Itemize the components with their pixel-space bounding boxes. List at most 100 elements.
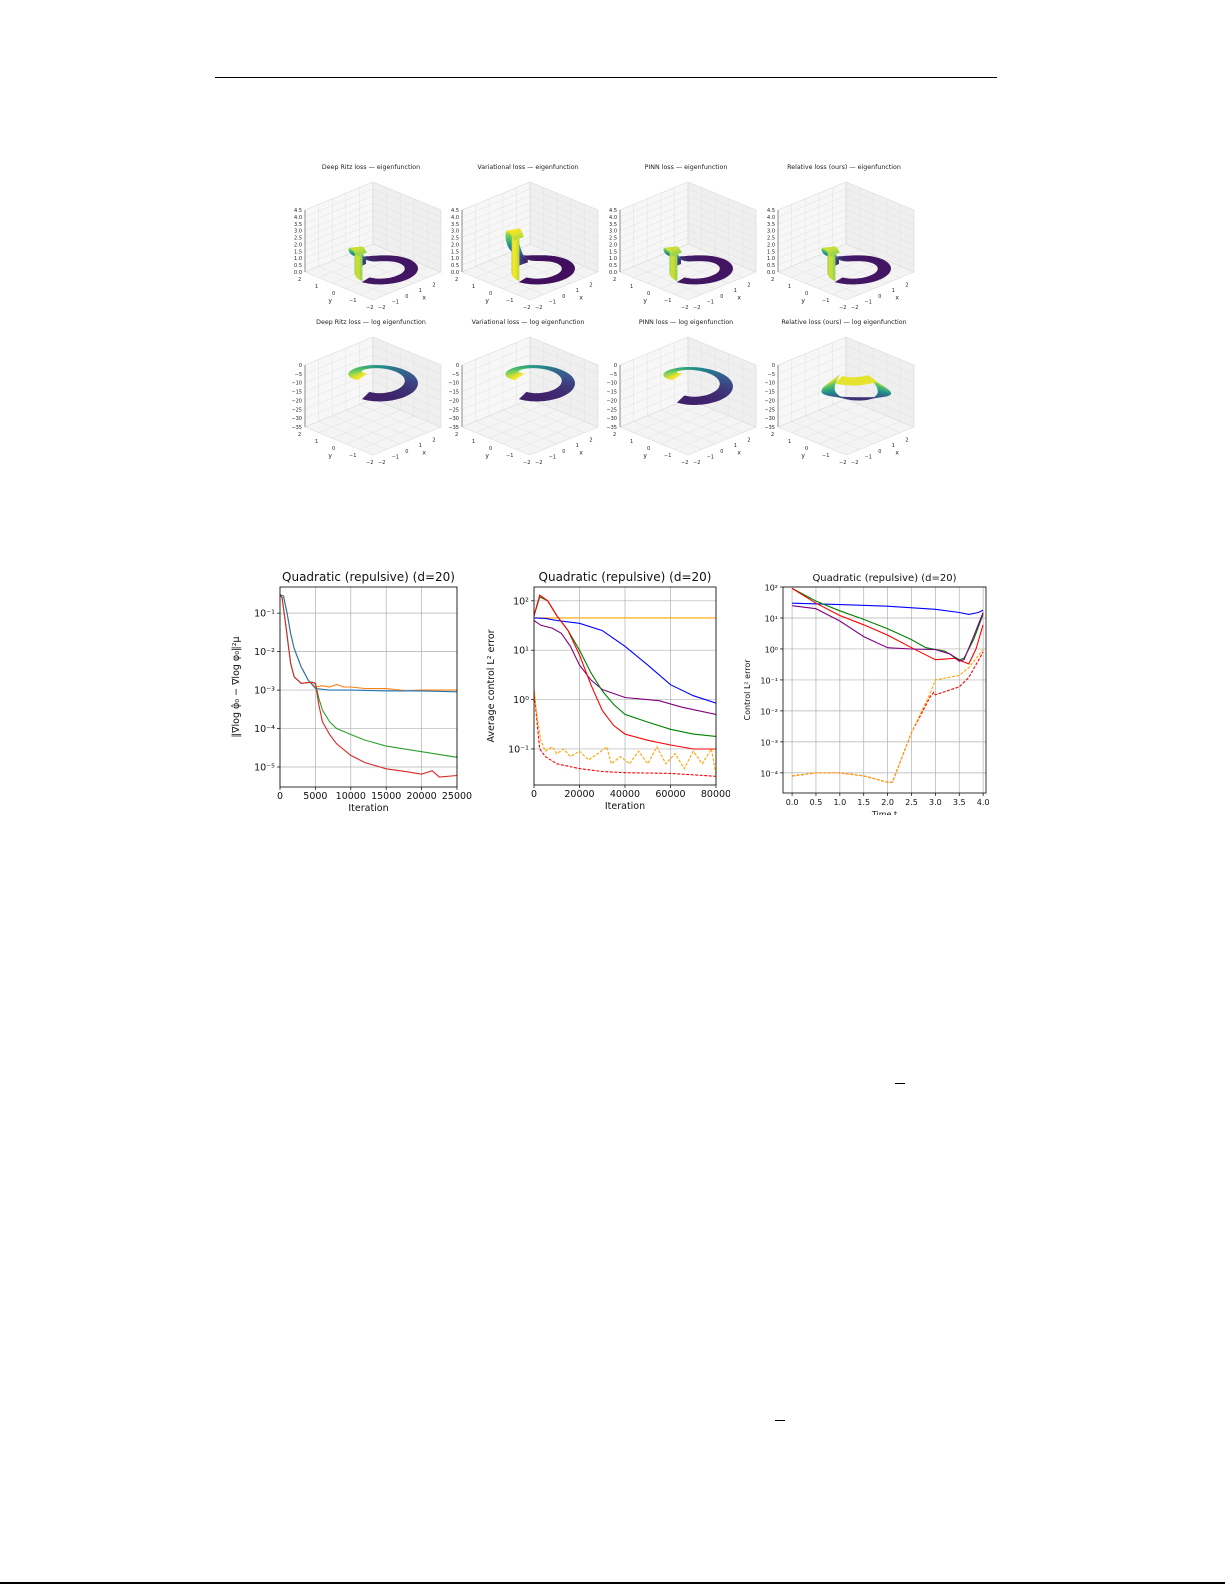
surface-patch (360, 250, 363, 282)
y-tick-label: 0 (647, 291, 650, 297)
z-tick-label: −10 (291, 381, 302, 387)
y-tick-label: 1 (472, 284, 475, 290)
panel-title: PINN loss — eigenfunction (645, 164, 728, 171)
z-tick-label: 1.0 (767, 256, 775, 262)
surface-panel: PINN loss — eigenfunction 0.0 0.5 1.0 1.5 2.0… (600, 160, 760, 318)
y-tick-label: 2 (771, 277, 774, 283)
x-tick-label: 2 (905, 283, 908, 289)
x-tick-label: 2.5 (905, 798, 918, 807)
surface-patch (511, 373, 525, 381)
y-tick-label: 1 (315, 439, 318, 445)
overline-mark (775, 1420, 785, 1421)
z-tick-label: 0 (456, 363, 459, 369)
z-tick-label: 4.0 (294, 215, 302, 221)
z-tick-label: −5 (452, 372, 459, 378)
y-tick-label: 1 (315, 284, 318, 290)
x-tick-label: 20000 (564, 789, 594, 800)
y-tick-label: 10¹ (765, 614, 778, 623)
surface-panel: PINN loss — log eigenfunction −35 −30 −25 −2… (600, 315, 760, 473)
z-tick-label: 3.0 (767, 229, 775, 235)
z-tick-label: −35 (291, 425, 302, 431)
y-tick-label: −1 (506, 453, 513, 459)
z-tick-label: 4.5 (294, 208, 302, 214)
surface-patch (689, 278, 695, 285)
z-tick-label: 0.5 (294, 263, 302, 269)
x-axis-label: x (422, 295, 426, 302)
y-tick-label: 10⁻⁴ (760, 769, 778, 778)
overline-mark (895, 1083, 905, 1084)
z-tick-label: 0.0 (294, 270, 302, 276)
y-tick-label: 1 (472, 439, 475, 445)
z-tick-label: 0.0 (451, 270, 459, 276)
x-tick-label: 1 (419, 288, 422, 294)
y-tick-label: 10² (765, 584, 778, 593)
x-tick-label: −2 (851, 460, 858, 466)
x-tick-label: 2 (589, 283, 592, 289)
z-tick-label: −30 (606, 416, 617, 422)
y-tick-label: 2 (298, 432, 301, 438)
series-line (792, 602, 984, 615)
z-tick-label: −15 (448, 390, 459, 396)
panel-title: Deep Ritz loss — eigenfunction (322, 164, 420, 171)
surface-patch (374, 278, 380, 285)
y-tick-label: 0 (805, 446, 808, 452)
z-tick-label: 1.5 (767, 249, 775, 255)
y-tick-label: 10⁰ (513, 695, 529, 706)
z-tick-label: 3.5 (451, 222, 459, 228)
x-tick-label: 1 (892, 288, 895, 294)
x-tick-label: 15000 (371, 791, 401, 802)
series-line (534, 620, 716, 715)
y-tick-label: −2 (839, 460, 846, 466)
z-tick-label: 3.0 (451, 229, 459, 235)
surface-patch (531, 278, 537, 285)
y-axis-label: y (328, 452, 332, 459)
z-tick-label: 2.5 (294, 236, 302, 242)
y-tick-label: 1 (630, 439, 633, 445)
x-axis-label: Iteration (605, 801, 645, 812)
x-axis-label: x (422, 450, 426, 457)
z-tick-label: 0 (299, 363, 302, 369)
y-axis-label: y (485, 452, 489, 459)
z-tick-label: 2.5 (609, 236, 617, 242)
y-tick-label: 2 (771, 432, 774, 438)
x-tick-label: 0 (405, 294, 408, 300)
x-tick-label: −1 (392, 299, 399, 305)
series-line (280, 594, 457, 778)
z-tick-label: −35 (448, 425, 459, 431)
surface-patch (689, 396, 695, 406)
x-axis-label: x (579, 295, 583, 302)
y-tick-label: −1 (664, 453, 671, 459)
y-axis-label: y (801, 452, 805, 459)
x-tick-label: 0 (562, 449, 565, 455)
x-tick-label: 2.0 (881, 798, 894, 807)
x-tick-label: 80000 (701, 789, 730, 800)
chart-gradient-error: 0 5000 10000 15000 20000 25000 10⁻¹ 10⁻² 10⁻³ 10⁻… (225, 555, 485, 815)
x-axis-label: x (895, 295, 899, 302)
z-tick-label: 2.5 (767, 236, 775, 242)
x-tick-label: −2 (535, 460, 542, 466)
x-tick-label: 2 (432, 438, 435, 444)
series-line (534, 594, 716, 750)
x-tick-label: 0 (531, 789, 537, 800)
surface-patch (669, 373, 683, 381)
z-tick-label: 3.0 (294, 229, 302, 235)
y-tick-label: 10⁻² (760, 707, 778, 716)
y-tick-label: −2 (366, 305, 373, 311)
z-tick-label: 4.0 (767, 215, 775, 221)
z-tick-label: −25 (448, 407, 459, 413)
chart-control-error-time: 0.0 0.5 1.0 1.5 2.0 2.5 3.0 3.5 4.0 10² 10¹ 10⁰ 10⁻¹… (730, 555, 990, 819)
plot-frame (533, 586, 717, 786)
x-axis-label: x (895, 450, 899, 457)
surface-panel: Variational loss — log eigenfunction −35 −… (442, 315, 602, 473)
x-tick-label: 0 (562, 294, 565, 300)
series-line (791, 587, 984, 665)
x-tick-label: 0 (277, 791, 283, 802)
y-tick-label: 10⁻³ (760, 738, 778, 747)
grid-line (619, 182, 689, 273)
x-tick-label: 1 (419, 443, 422, 449)
y-tick-label: −2 (681, 460, 688, 466)
x-tick-label: 5000 (303, 791, 327, 802)
z-tick-label: 1.5 (451, 249, 459, 255)
x-tick-label: 0.5 (810, 798, 823, 807)
panel-title: Relative loss (ours) — eigenfunction (787, 164, 901, 171)
